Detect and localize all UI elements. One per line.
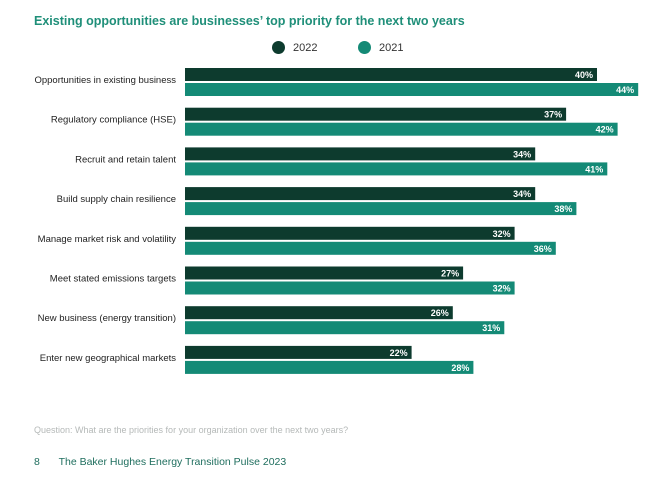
bar-2021 bbox=[185, 122, 618, 136]
footer: 8 The Baker Hughes Energy Transition Pul… bbox=[34, 456, 286, 468]
data-label-2021: 31% bbox=[482, 323, 500, 333]
data-label-2022: 32% bbox=[493, 229, 511, 239]
data-label-2022: 34% bbox=[513, 189, 531, 199]
category-label: New business (energy transition) bbox=[38, 313, 176, 324]
bar-2022 bbox=[185, 147, 536, 161]
question-note: Question: What are the priorities for yo… bbox=[34, 425, 349, 435]
bar-2021 bbox=[185, 360, 474, 374]
bar-2021 bbox=[185, 241, 556, 255]
data-label-2021: 32% bbox=[493, 284, 511, 294]
data-label-2022: 26% bbox=[431, 308, 449, 318]
page-number: 8 bbox=[34, 456, 40, 468]
legend-swatch-2022 bbox=[272, 41, 285, 54]
bar-2022 bbox=[185, 345, 412, 359]
data-label-2021: 44% bbox=[616, 85, 634, 95]
bar-2021 bbox=[185, 321, 505, 335]
bar-2021 bbox=[185, 83, 639, 96]
bar-2022 bbox=[185, 187, 536, 201]
bar-2021 bbox=[185, 281, 515, 295]
data-label-2022: 27% bbox=[441, 269, 459, 279]
data-label-2022: 22% bbox=[390, 348, 408, 358]
data-label-2021: 28% bbox=[451, 363, 469, 373]
category-label: Recruit and retain talent bbox=[75, 154, 176, 165]
bar-2022 bbox=[185, 266, 464, 280]
category-label: Enter new geographical markets bbox=[40, 353, 176, 364]
bar-2022 bbox=[185, 306, 453, 320]
category-label: Regulatory compliance (HSE) bbox=[51, 115, 176, 126]
category-label: Build supply chain resilience bbox=[57, 194, 176, 205]
bar-2022 bbox=[185, 226, 515, 240]
legend-swatch-2021 bbox=[358, 41, 371, 54]
bar-2022 bbox=[185, 107, 567, 121]
category-label: Opportunities in existing business bbox=[34, 75, 176, 86]
data-label-2022: 34% bbox=[513, 149, 531, 159]
data-label-2021: 42% bbox=[596, 125, 614, 135]
bar-2021 bbox=[185, 202, 577, 216]
publication-title: The Baker Hughes Energy Transition Pulse… bbox=[58, 456, 287, 468]
legend-label-2022: 2022 bbox=[293, 41, 318, 54]
bar-2021 bbox=[185, 162, 608, 176]
category-label: Manage market risk and volatility bbox=[38, 234, 177, 245]
bar-2022 bbox=[185, 68, 597, 81]
legend-label-2021: 2021 bbox=[379, 41, 404, 54]
data-label-2021: 41% bbox=[585, 164, 603, 174]
data-label-2022: 37% bbox=[544, 110, 562, 120]
legend: 2022 2021 bbox=[0, 41, 654, 57]
data-label-2022: 40% bbox=[575, 70, 593, 80]
data-label-2021: 36% bbox=[534, 244, 552, 254]
category-label: Meet stated emissions targets bbox=[50, 274, 176, 285]
data-label-2021: 38% bbox=[554, 204, 572, 214]
legend-item-2021: 2021 bbox=[358, 41, 403, 54]
chart-title: Existing opportunities are businesses’ t… bbox=[34, 14, 465, 28]
legend-item-2022: 2022 bbox=[272, 41, 317, 54]
